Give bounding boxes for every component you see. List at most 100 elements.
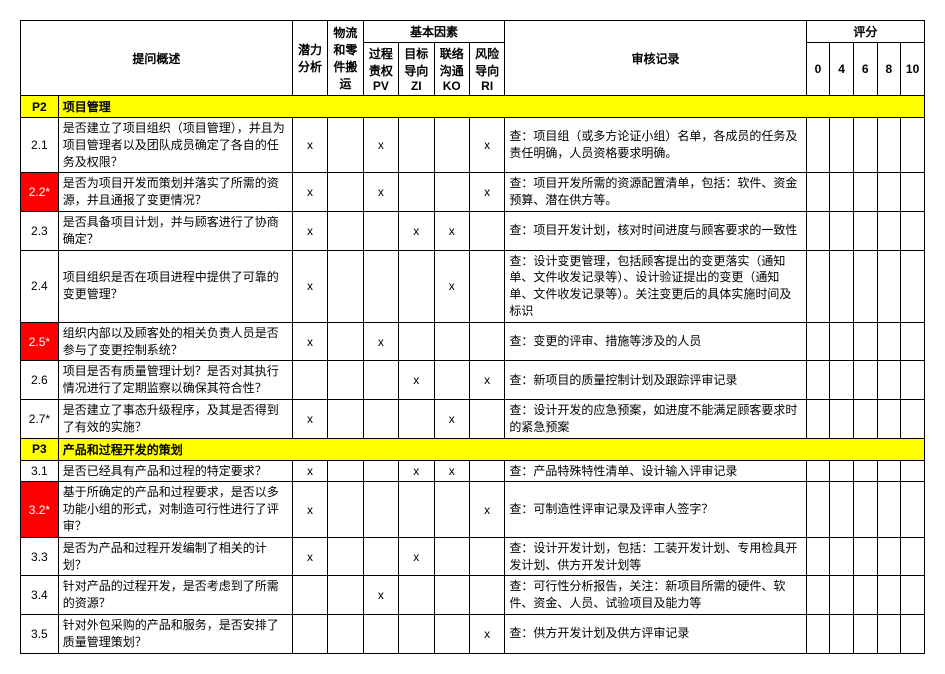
row-id: 2.1 xyxy=(21,118,59,173)
mark-ko xyxy=(434,322,469,361)
header-row-1: 提问概述 潜力分析 物流和零件搬运 基本因素 审核记录 评分 xyxy=(21,21,925,43)
mark-log xyxy=(328,399,363,438)
section-row: P2项目管理 xyxy=(21,96,925,118)
table-row: 3.5针对外包采购的产品和服务，是否安排了质量管理策划？x查：供方开发计划及供方… xyxy=(21,614,925,653)
mark-ko: x xyxy=(434,399,469,438)
section-title: 项目管理 xyxy=(58,96,924,118)
mark-pot xyxy=(292,576,327,615)
mark-ko xyxy=(434,173,469,212)
mark-ko xyxy=(434,537,469,576)
mark-pot: x xyxy=(292,482,327,537)
mark-zi xyxy=(399,399,434,438)
score-cell xyxy=(806,537,830,576)
score-cell xyxy=(853,361,877,400)
score-cell xyxy=(806,173,830,212)
audit-cell: 查：可制造性评审记录及评审人签字？ xyxy=(505,482,806,537)
question-cell: 组织内部以及顾客处的相关负责人员是否参与了变更控制系统？ xyxy=(58,322,292,361)
row-id: 2.7* xyxy=(21,399,59,438)
section-code: P3 xyxy=(21,438,59,460)
score-cell xyxy=(806,460,830,482)
score-cell xyxy=(853,211,877,250)
table-row: 2.3是否具备项目计划，并与顾客进行了协商确定？xxx查：项目开发计划，核对时间… xyxy=(21,211,925,250)
question-cell: 项目是否有质量管理计划？是否对其执行情况进行了定期监察以确保其符合性？ xyxy=(58,361,292,400)
score-cell xyxy=(877,211,901,250)
mark-ko xyxy=(434,576,469,615)
score-cell xyxy=(877,460,901,482)
mark-pv: x xyxy=(363,173,398,212)
mark-pv: x xyxy=(363,118,398,173)
table-row: 3.3是否为产品和过程开发编制了相关的计划？xx查：设计开发计划，包括：工装开发… xyxy=(21,537,925,576)
mark-ko: x xyxy=(434,460,469,482)
mark-pv xyxy=(363,361,398,400)
row-id: 3.4 xyxy=(21,576,59,615)
score-cell xyxy=(877,361,901,400)
mark-zi xyxy=(399,576,434,615)
score-cell xyxy=(853,576,877,615)
score-cell xyxy=(830,211,854,250)
mark-zi: x xyxy=(399,361,434,400)
score-cell xyxy=(877,173,901,212)
score-cell xyxy=(853,250,877,322)
score-cell xyxy=(877,537,901,576)
score-cell xyxy=(901,537,925,576)
score-cell xyxy=(853,460,877,482)
row-id: 3.2* xyxy=(21,482,59,537)
table-row: 2.5*组织内部以及顾客处的相关负责人员是否参与了变更控制系统？xx查：变更的评… xyxy=(21,322,925,361)
question-cell: 是否具备项目计划，并与顾客进行了协商确定？ xyxy=(58,211,292,250)
header-basic-factors: 基本因素 xyxy=(363,21,505,43)
mark-log xyxy=(328,361,363,400)
table-row: 2.7*是否建立了事态升级程序，及其是否得到了有效的实施？xx查：设计开发的应急… xyxy=(21,399,925,438)
score-cell xyxy=(901,361,925,400)
mark-pot: x xyxy=(292,399,327,438)
audit-cell: 查：产品特殊特性清单、设计输入评审记录 xyxy=(505,460,806,482)
score-cell xyxy=(806,614,830,653)
mark-log xyxy=(328,322,363,361)
score-cell xyxy=(901,399,925,438)
section-code: P2 xyxy=(21,96,59,118)
mark-pot: x xyxy=(292,322,327,361)
mark-zi xyxy=(399,250,434,322)
mark-pot: x xyxy=(292,537,327,576)
header-ri: 风险导向 RI xyxy=(469,43,504,96)
question-cell: 针对产品的过程开发，是否考虑到了所需的资源？ xyxy=(58,576,292,615)
audit-cell: 查：项目开发所需的资源配置清单，包括：软件、资金预算、潜在供方等。 xyxy=(505,173,806,212)
audit-cell: 查：新项目的质量控制计划及跟踪评审记录 xyxy=(505,361,806,400)
score-cell xyxy=(901,173,925,212)
score-cell xyxy=(806,576,830,615)
score-cell xyxy=(853,482,877,537)
score-cell xyxy=(877,322,901,361)
mark-log xyxy=(328,576,363,615)
mark-pot xyxy=(292,361,327,400)
score-cell xyxy=(806,211,830,250)
audit-checklist-table: 提问概述 潜力分析 物流和零件搬运 基本因素 审核记录 评分 过程责权 PV 目… xyxy=(20,20,925,654)
header-potential: 潜力分析 xyxy=(292,21,327,96)
header-question: 提问概述 xyxy=(21,21,293,96)
score-cell xyxy=(877,118,901,173)
mark-log xyxy=(328,250,363,322)
mark-ri xyxy=(469,460,504,482)
score-cell xyxy=(806,399,830,438)
score-cell xyxy=(877,399,901,438)
mark-zi xyxy=(399,173,434,212)
mark-pv xyxy=(363,460,398,482)
score-cell xyxy=(901,250,925,322)
mark-ri xyxy=(469,576,504,615)
mark-zi: x xyxy=(399,537,434,576)
audit-cell: 查：项目组（或多方论证小组）名单，各成员的任务及责任明确，人员资格要求明确。 xyxy=(505,118,806,173)
audit-cell: 查：供方开发计划及供方评审记录 xyxy=(505,614,806,653)
mark-ri xyxy=(469,399,504,438)
mark-ko: x xyxy=(434,211,469,250)
row-id: 2.6 xyxy=(21,361,59,400)
table-row: 3.2*基于所确定的产品和过程要求，是否以多功能小组的形式，对制造可行性进行了评… xyxy=(21,482,925,537)
header-logistics: 物流和零件搬运 xyxy=(328,21,363,96)
mark-pv xyxy=(363,537,398,576)
header-zi: 目标导向 ZI xyxy=(399,43,434,96)
score-cell xyxy=(806,361,830,400)
header-audit: 审核记录 xyxy=(505,21,806,96)
mark-log xyxy=(328,614,363,653)
question-cell: 基于所确定的产品和过程要求，是否以多功能小组的形式，对制造可行性进行了评审？ xyxy=(58,482,292,537)
table-row: 3.1是否已经具有产品和过程的特定要求？xxx查：产品特殊特性清单、设计输入评审… xyxy=(21,460,925,482)
score-cell xyxy=(877,250,901,322)
question-cell: 是否建立了项目组织（项目管理），并且为项目管理者以及团队成员确定了各自的任务及权… xyxy=(58,118,292,173)
question-cell: 是否为产品和过程开发编制了相关的计划？ xyxy=(58,537,292,576)
